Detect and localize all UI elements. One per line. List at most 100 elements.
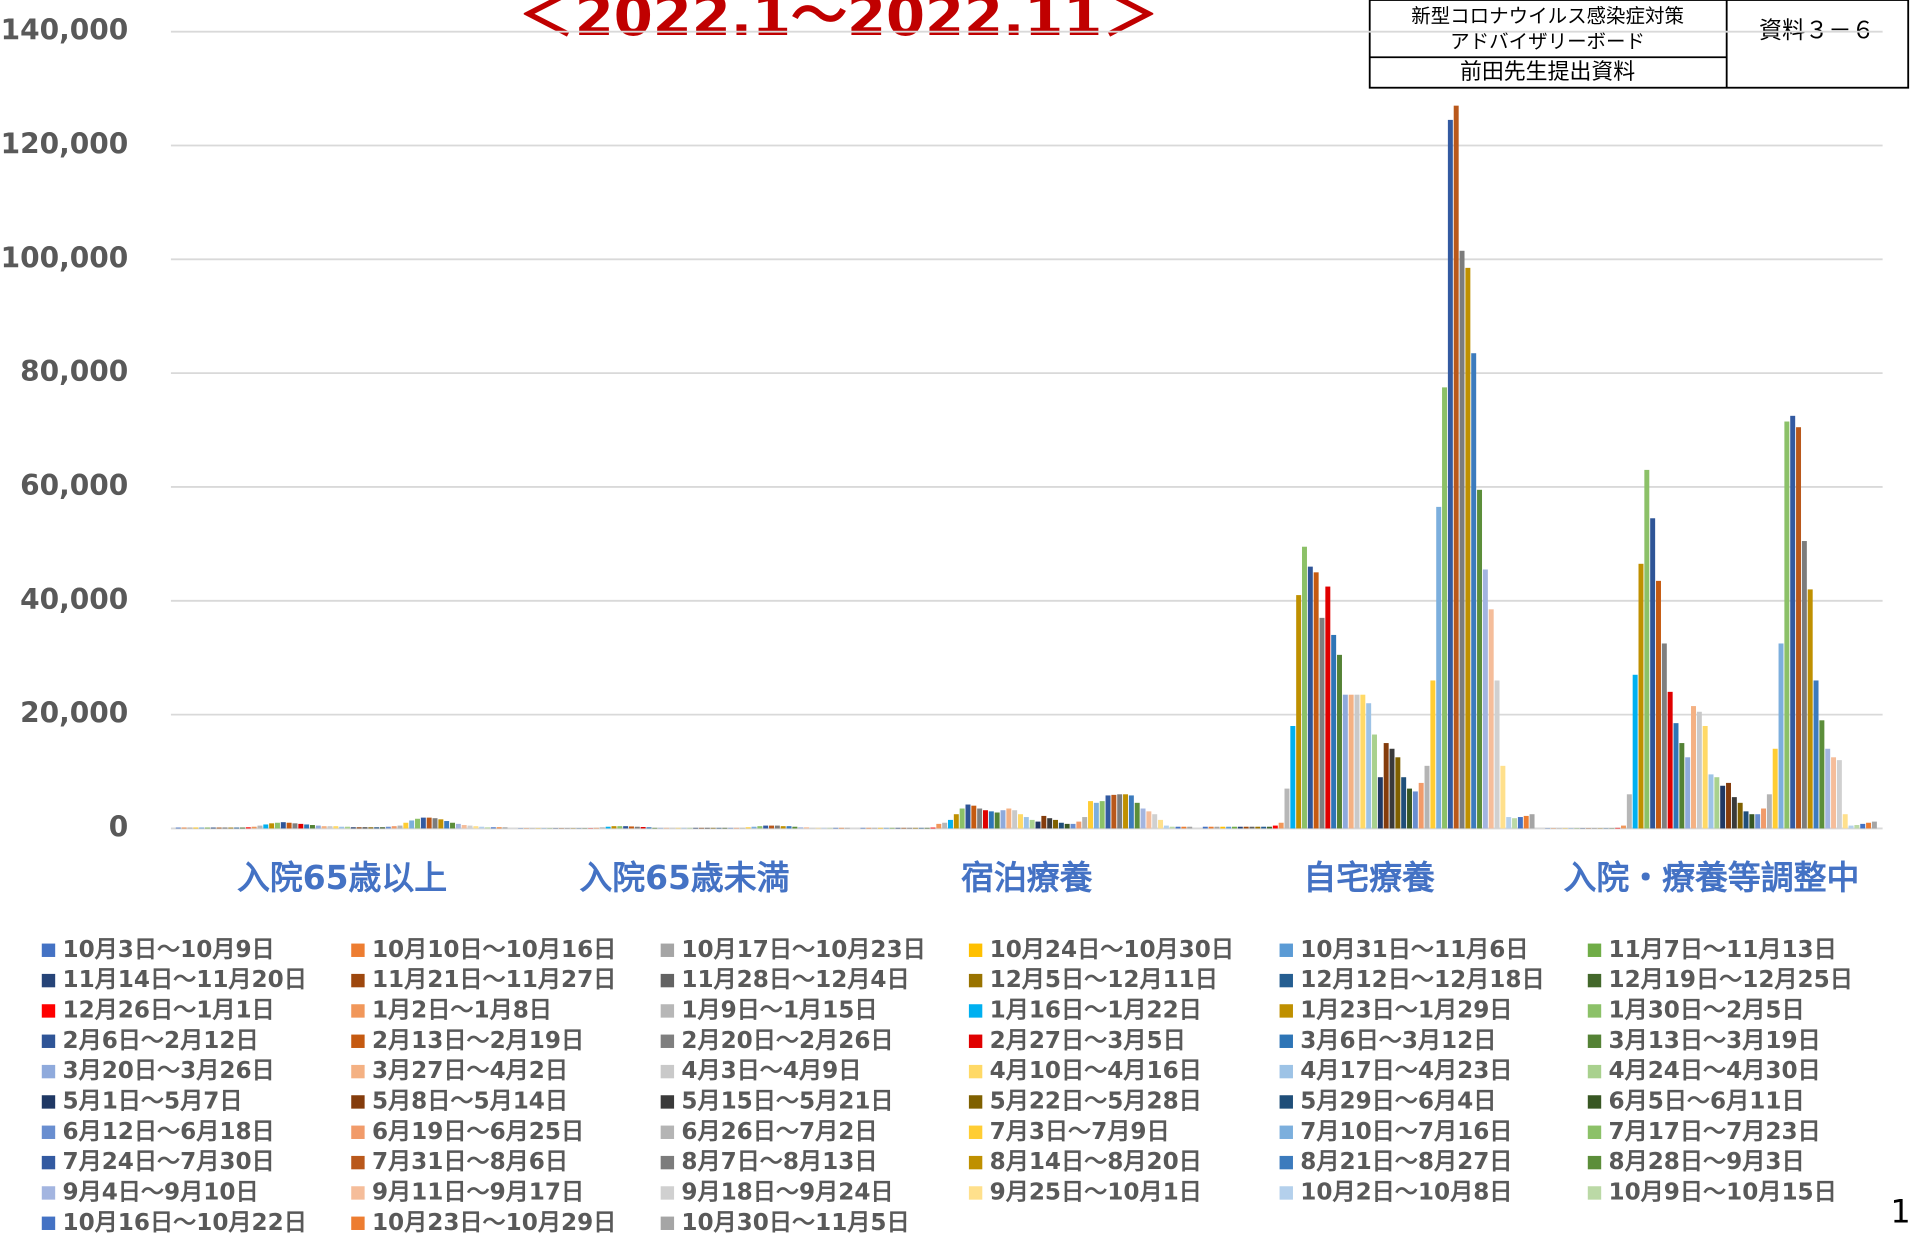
bar bbox=[889, 827, 895, 829]
legend-swatch bbox=[1279, 1095, 1293, 1109]
legend-label: 10月23日〜10月29日 bbox=[372, 1210, 616, 1236]
bar bbox=[924, 827, 930, 829]
bar bbox=[1615, 827, 1621, 829]
bar bbox=[1482, 569, 1488, 829]
bar bbox=[1650, 518, 1656, 829]
bar bbox=[1272, 825, 1278, 829]
legend-swatch bbox=[1279, 973, 1293, 988]
bar bbox=[1302, 546, 1307, 829]
bar bbox=[1801, 541, 1807, 829]
legend-label: 8月14日〜8月20日 bbox=[990, 1149, 1202, 1175]
bar bbox=[617, 826, 623, 829]
y-tick-label: 80,000 bbox=[20, 355, 128, 388]
legend-swatch bbox=[41, 1004, 56, 1018]
bar bbox=[734, 827, 739, 829]
bar bbox=[1866, 822, 1872, 829]
bar bbox=[1761, 808, 1767, 829]
legend-label: 1月30日〜2月5日 bbox=[1609, 997, 1805, 1023]
bar bbox=[1726, 782, 1731, 829]
bar bbox=[1035, 821, 1041, 829]
bar bbox=[1661, 643, 1667, 829]
bar bbox=[1348, 694, 1354, 829]
bar bbox=[1755, 814, 1761, 829]
legend-label: 12月19日〜12月25日 bbox=[1609, 967, 1853, 993]
legend-label: 10月10日〜10月16日 bbox=[372, 937, 616, 963]
bar bbox=[345, 826, 350, 829]
bar bbox=[1290, 725, 1296, 829]
bar bbox=[403, 822, 409, 829]
y-tick-label: 60,000 bbox=[20, 469, 128, 502]
bar bbox=[1231, 826, 1237, 829]
bar bbox=[1053, 819, 1058, 829]
page-number: 1 bbox=[1890, 1194, 1910, 1230]
legend-label: 7月24日〜7月30日 bbox=[62, 1149, 274, 1175]
bar bbox=[1266, 826, 1272, 829]
bar bbox=[1667, 691, 1673, 829]
bar bbox=[496, 827, 502, 829]
legend-swatch bbox=[41, 1064, 56, 1079]
bar bbox=[1342, 694, 1348, 829]
bar bbox=[239, 827, 245, 829]
bar bbox=[1284, 788, 1290, 829]
legend-label: 12月12日〜12月18日 bbox=[1300, 967, 1544, 993]
legend-swatch bbox=[41, 973, 56, 988]
bar bbox=[833, 827, 839, 829]
legend-label: 12月5日〜12月11日 bbox=[990, 967, 1218, 993]
bar bbox=[1737, 802, 1743, 829]
bar bbox=[1105, 795, 1111, 829]
bar bbox=[947, 819, 953, 829]
bar bbox=[1517, 817, 1523, 829]
bar bbox=[1255, 826, 1261, 829]
bar bbox=[362, 827, 368, 829]
bar bbox=[1813, 680, 1819, 829]
bar bbox=[333, 826, 339, 829]
legend-swatch bbox=[351, 1064, 365, 1079]
bar bbox=[1261, 826, 1267, 829]
bar bbox=[1395, 757, 1401, 829]
bar bbox=[988, 811, 994, 829]
bar bbox=[786, 826, 792, 829]
bar bbox=[298, 823, 304, 829]
bar bbox=[681, 827, 687, 829]
bar bbox=[1117, 794, 1123, 829]
legend-label: 5月8日〜5月14日 bbox=[372, 1088, 568, 1114]
legend-swatch bbox=[41, 1216, 56, 1230]
bar bbox=[181, 827, 187, 829]
legend-swatch bbox=[1587, 1095, 1602, 1109]
bar bbox=[309, 825, 315, 829]
legend-swatch bbox=[1587, 973, 1602, 988]
bar bbox=[257, 825, 263, 829]
bar bbox=[1424, 765, 1430, 829]
bar bbox=[467, 825, 473, 829]
bar bbox=[652, 827, 658, 829]
legend-label: 4月3日〜4月9日 bbox=[681, 1058, 861, 1084]
bar bbox=[757, 826, 763, 829]
bar bbox=[1237, 826, 1243, 829]
bar bbox=[409, 820, 415, 829]
bar bbox=[821, 827, 827, 829]
bar bbox=[1702, 725, 1708, 829]
legend-label: 6月12日〜6月18日 bbox=[62, 1119, 274, 1145]
bar bbox=[1313, 572, 1319, 829]
bar bbox=[1296, 595, 1302, 829]
bar bbox=[936, 823, 942, 829]
bar bbox=[502, 827, 508, 829]
bar bbox=[1128, 795, 1134, 829]
legend-label: 10月17日〜10月23日 bbox=[681, 937, 925, 963]
bar bbox=[1453, 105, 1459, 829]
bar bbox=[1243, 826, 1249, 829]
y-tick-label: 20,000 bbox=[20, 697, 128, 730]
bar bbox=[907, 827, 913, 829]
bar bbox=[716, 827, 722, 829]
bar bbox=[286, 822, 292, 829]
legend-swatch bbox=[41, 1095, 56, 1109]
legend-swatch bbox=[968, 1064, 983, 1079]
bar bbox=[1447, 119, 1453, 829]
bar bbox=[461, 825, 467, 829]
legend-swatch bbox=[1587, 1034, 1602, 1048]
bar bbox=[971, 805, 977, 829]
legend-swatch bbox=[968, 1034, 983, 1048]
bar bbox=[1152, 814, 1158, 829]
x-tick-label: 入院・療養等調整中 bbox=[1564, 858, 1860, 897]
bar bbox=[391, 826, 397, 829]
